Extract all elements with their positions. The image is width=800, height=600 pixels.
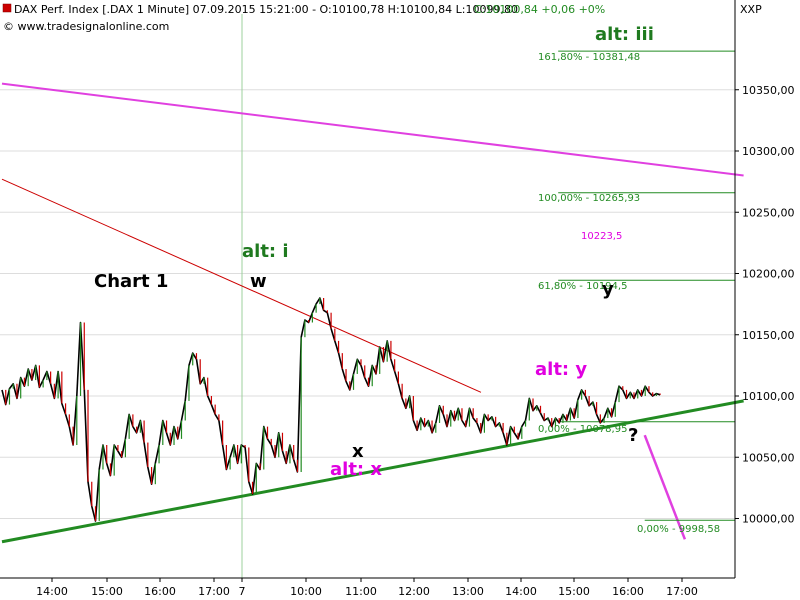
fib-level-label: 161,80% - 10381,48 — [538, 52, 640, 63]
x-tick-label: 11:00 — [345, 585, 377, 598]
chart-header-change: C:10100,84 +0,06 +0% — [474, 3, 605, 16]
x-tick-label: 14:00 — [505, 585, 537, 598]
y-tick-label: 10300,00 — [742, 145, 795, 158]
wave-annotation: x — [352, 441, 364, 462]
wave-annotation: ? — [628, 425, 638, 446]
header-layer: DAX Perf. Index [.DAX 1 Minute] 07.09.20… — [2, 3, 762, 33]
fib-level-label: 0,00% - 9998,58 — [637, 524, 720, 535]
x-tick-label: 15:00 — [91, 585, 123, 598]
y-tick-label: 10050,00 — [742, 451, 795, 464]
fib-level-label: 0,00% - 10078,95 — [538, 424, 627, 435]
wave-annotation: w — [250, 271, 267, 292]
y-tick-label: 10100,00 — [742, 390, 795, 403]
x-tick-label: 13:00 — [452, 585, 484, 598]
wave-annotation: y — [602, 279, 614, 300]
trendline-green — [1, 399, 744, 544]
trendline-layer — [1, 82, 744, 544]
x-tick-label: 17:00 — [666, 585, 698, 598]
x-tick-label: 15:00 — [558, 585, 590, 598]
wave-annotation: alt: iii — [595, 24, 654, 45]
header-icon — [2, 3, 12, 13]
trendline-projection — [643, 434, 687, 540]
chart-header-title: DAX Perf. Index [.DAX 1 Minute] 07.09.20… — [14, 3, 518, 16]
price-series-layer — [1, 297, 661, 522]
y-tick-label: 10000,00 — [742, 513, 795, 526]
fib-level-label: 100,00% - 10265,93 — [538, 193, 640, 204]
fib-level-label: 61,80% - 10194,5 — [538, 281, 627, 292]
y-tick-label: 10250,00 — [742, 206, 795, 219]
wave-annotation: alt: y — [535, 359, 587, 380]
y-tick-label: 10200,00 — [742, 268, 795, 281]
wave-annotation: Chart 1 — [94, 271, 168, 292]
trendline-magenta — [1, 82, 744, 177]
symbol-code: XXP — [740, 3, 762, 16]
x-tick-label: 14:00 — [36, 585, 68, 598]
x-tick-label: 17:00 — [198, 585, 230, 598]
fib-level-layer: 161,80% - 10381,48 100,00% - 10265,93 61,8… — [538, 50, 735, 535]
wave-annotation: alt: x — [330, 459, 382, 480]
trendline-red — [1, 178, 482, 393]
x-tick-label: 12:00 — [398, 585, 430, 598]
x-tick-label: 16:00 — [144, 585, 176, 598]
y-tick-label: 10350,00 — [742, 84, 795, 97]
chart-watermark: © www.tradesignalonline.com — [3, 20, 169, 33]
x-tick-label: 16:00 — [612, 585, 644, 598]
y-tick-label: 10150,00 — [742, 329, 795, 342]
x-tick-label: 7 — [239, 585, 246, 598]
reference-value-label: 10223,5 — [581, 231, 622, 242]
x-tick-label: 10:00 — [290, 585, 322, 598]
wave-annotation: alt: i — [242, 241, 289, 262]
